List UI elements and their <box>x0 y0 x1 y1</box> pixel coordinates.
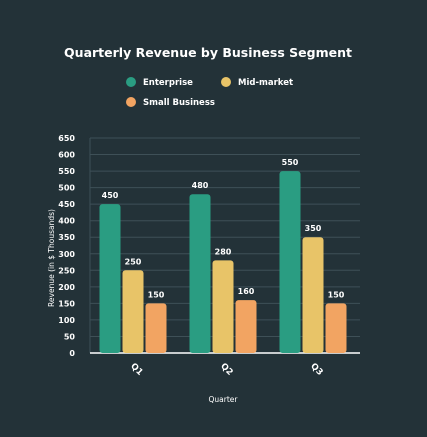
y-tick-label-10: 500 <box>58 184 75 193</box>
bar-q1-0 <box>99 204 121 353</box>
y-tick-label-12: 600 <box>58 151 75 160</box>
data-label-q3-0: 550 <box>282 158 299 167</box>
y-tick-label-8: 400 <box>58 217 75 226</box>
y-tick-label-11: 550 <box>58 167 75 176</box>
data-label-q1-1: 250 <box>125 257 142 266</box>
bar-q1-2 <box>145 303 167 353</box>
x-tick-label-2: Q3 <box>308 361 324 377</box>
y-tick-label-5: 250 <box>58 266 75 275</box>
data-label-q3-2: 150 <box>328 290 345 299</box>
chart-title: Quarterly Revenue by Business Segment <box>64 45 352 60</box>
bar-q3-2 <box>325 303 347 353</box>
legend-marker-2 <box>126 97 136 107</box>
x-axis-ticks: Q1 Q2 Q3 <box>128 361 324 377</box>
data-label-q2-2: 160 <box>238 287 255 296</box>
bars: 450 250 150 480 280 160 550 350 150 <box>99 158 347 353</box>
y-tick-label-1: 50 <box>64 332 76 341</box>
legend-label-2: Small Business <box>143 98 215 108</box>
y-axis-ticks: 0 50 100 150 200 250 300 350 400 450 500 550 600 650 <box>58 134 75 358</box>
y-tick-label-6: 300 <box>58 250 75 259</box>
data-label-q2-0: 480 <box>192 181 209 190</box>
bar-q2-2 <box>235 300 257 353</box>
legend-label-1: Mid-market <box>238 78 293 88</box>
x-tick-label-1: Q2 <box>218 361 234 377</box>
legend-marker-0 <box>126 77 136 87</box>
bar-q1-1 <box>122 270 144 353</box>
x-axis-label: Quarter <box>209 395 239 404</box>
y-tick-label-9: 450 <box>58 200 75 209</box>
y-tick-label-0: 0 <box>69 349 75 358</box>
y-tick-label-2: 100 <box>58 316 75 325</box>
y-tick-label-3: 150 <box>58 299 75 308</box>
bar-q2-0 <box>189 194 211 353</box>
legend: Enterprise Mid-market Small Business <box>126 77 293 108</box>
legend-label-0: Enterprise <box>143 78 193 88</box>
data-label-q1-2: 150 <box>148 290 165 299</box>
data-label-q2-1: 280 <box>215 247 232 256</box>
bar-q2-1 <box>212 260 234 353</box>
data-label-q1-0: 450 <box>102 191 119 200</box>
bar-q3-0 <box>279 171 301 353</box>
bar-q3-1 <box>302 237 324 353</box>
y-axis-label: Revenue (in $ Thousands) <box>47 209 56 307</box>
y-tick-label-4: 200 <box>58 283 75 292</box>
legend-marker-1 <box>221 77 231 87</box>
y-tick-label-7: 350 <box>58 233 75 242</box>
x-tick-label-0: Q1 <box>128 361 144 377</box>
data-label-q3-1: 350 <box>305 224 322 233</box>
y-tick-label-13: 650 <box>58 134 75 143</box>
